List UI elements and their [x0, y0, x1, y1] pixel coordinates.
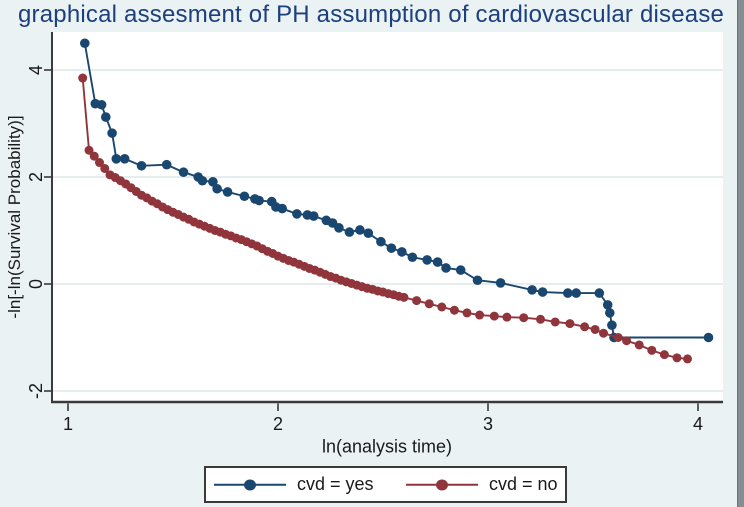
y-tick-label: 0 [26, 279, 46, 289]
series-cvd-yes-markers [80, 38, 714, 343]
legend-label-cvd-yes: cvd = yes [297, 474, 374, 494]
series-cvd-no-markers [78, 73, 692, 364]
tick-marks [44, 69, 699, 411]
y-tick-label: 2 [26, 172, 46, 182]
x-tick-label: 3 [483, 414, 493, 434]
series-cvd-yes [80, 38, 714, 343]
legend-marker-cvd-no [406, 478, 478, 491]
gridlines [52, 69, 723, 392]
legend-label-cvd-no: cvd = no [489, 474, 558, 494]
x-tick-label: 4 [693, 414, 703, 434]
x-tick-label: 1 [63, 414, 73, 434]
x-tick-label: 2 [273, 414, 283, 434]
tick-labels: 4 2 0 -2 1 2 3 4 [26, 65, 703, 434]
legend: cvd = yes cvd = no [204, 466, 567, 503]
legend-item-cvd-yes: cvd = yes [214, 468, 374, 501]
scrollbar-track[interactable] [737, 0, 744, 507]
x-axis-title: ln(analysis time) [321, 436, 453, 457]
axes [51, 32, 723, 404]
y-axis-title: -ln[-ln(Survival Probability)] [5, 115, 24, 319]
legend-item-cvd-no: cvd = no [406, 468, 558, 501]
legend-marker-cvd-yes [214, 478, 286, 491]
series-cvd-no [78, 73, 692, 364]
y-tick-label: -2 [26, 383, 46, 399]
graph-title: graphical assesment of PH assumption of … [18, 1, 725, 28]
y-tick-label: 4 [26, 65, 46, 75]
plot-area [52, 32, 723, 402]
